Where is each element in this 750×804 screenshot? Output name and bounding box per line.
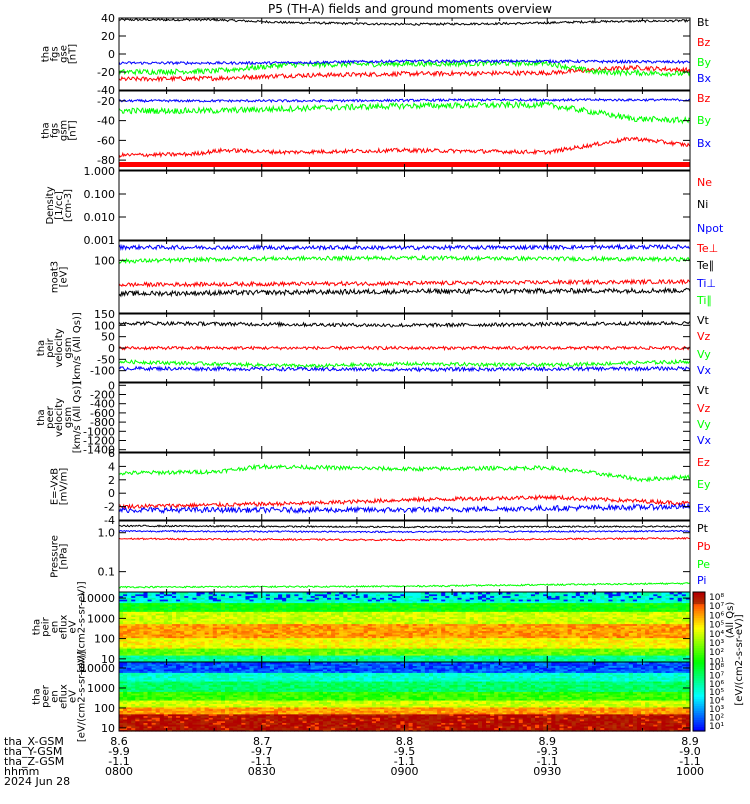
y-tick-label: 1.000: [84, 165, 116, 178]
legend-fgs_gsm-Bz: Bz: [697, 92, 711, 105]
y-tick-label: 20: [101, 30, 115, 43]
legend-pressure-Pt: Pt: [697, 522, 709, 535]
legend-temperature-Ti∥: Ti∥: [696, 294, 712, 307]
y-axis-label: [nT]: [68, 120, 79, 140]
y-axis-label: [km/s (All Qs)]: [72, 312, 83, 384]
legend-efield-Ey: Ey: [697, 478, 711, 491]
panel-peir_spec: 10000100010010thapeirenefluxeV[eV/(cm2-s…: [32, 581, 691, 672]
series-pressure-Pi: [119, 530, 690, 532]
y-tick-label: 2: [108, 474, 115, 487]
legend-pressure-Pi: Pi: [697, 574, 706, 587]
y-tick-label: 6: [108, 447, 115, 460]
y-tick-label: 0: [108, 48, 115, 61]
legend-peir_velocity-Vt: Vt: [697, 314, 710, 327]
series-peir_velocity-Vt: [119, 321, 690, 327]
panel-frame: [119, 171, 690, 240]
legend-fgs_gse-Bx: Bx: [697, 72, 712, 85]
series-temperature-Ti∥: [119, 256, 690, 263]
legend-peer_velocity-Vy: Vy: [697, 418, 711, 431]
series-fgs_gsm-By: [119, 102, 690, 123]
peir_spec-cells: [119, 592, 691, 663]
y-tick-label: -40: [97, 115, 115, 128]
y-axis-label: [km/s (All Qs)]: [72, 382, 83, 454]
panel-frame: [119, 91, 690, 170]
legend-density-Npot: Npot: [697, 222, 724, 235]
panel-peer_velocity: 0-200-400-600-800-1000-1200-1400thapeerv…: [36, 379, 712, 456]
legend-peir_velocity-Vy: Vy: [697, 348, 711, 361]
legend-efield-Ex: Ex: [697, 502, 711, 515]
series-peir_velocity-Vy: [119, 360, 690, 367]
y-tick-label: -20: [97, 95, 115, 108]
y-tick-label: 0.001: [84, 234, 116, 247]
legend-temperature-Ti⊥: Ti⊥: [696, 277, 716, 290]
legend-fgs_gse-Bt: Bt: [697, 16, 710, 29]
legend-fgs_gse-By: By: [697, 56, 712, 69]
legend-temperature-Te∥: Te∥: [696, 259, 714, 272]
legend-peer_velocity-Vx: Vx: [697, 434, 712, 447]
panel-frame: [119, 453, 690, 520]
legend-fgs_gsm-Bx: Bx: [697, 137, 712, 150]
y-axis-label: [mV/m]: [59, 468, 70, 506]
y-tick-label: 0.100: [84, 188, 116, 201]
series-temperature-Te⊥: [119, 280, 690, 287]
series-efield-Ez: [119, 495, 690, 508]
legend-density-Ne: Ne: [697, 176, 712, 189]
legend-pressure-Pb: Pb: [697, 540, 711, 553]
y-tick-label: 1.0: [98, 527, 116, 540]
legend-fgs_gsm-By: By: [697, 114, 712, 127]
y-tick-label: -4: [104, 514, 115, 527]
legend-peir_velocity-Vx: Vx: [697, 364, 712, 377]
panel-density: 1.0000.1000.0100.001Density[1/cc][cm-3]N…: [45, 165, 724, 247]
y-tick-label: -100: [90, 365, 115, 378]
series-fgs_gsm-Bx: [119, 137, 690, 157]
series-temperature-Te∥: [119, 288, 690, 296]
legend-peir_velocity-Vz: Vz: [697, 330, 711, 343]
legend-efield-Ez: Ez: [697, 456, 710, 469]
legend-pressure-Pe: Pe: [697, 558, 710, 571]
y-axis-label: [nPa]: [59, 543, 70, 569]
series-pressure-Pb: [119, 538, 690, 541]
series-fgs_gse-Bx: [119, 60, 690, 64]
y-tick-label: -2: [104, 501, 115, 514]
panel-frame: [119, 383, 690, 452]
y-tick-label: 0.1: [98, 566, 116, 579]
panel-frame: [119, 241, 690, 313]
y-axis-label: [nT]: [68, 44, 79, 64]
y-tick-label: 40: [101, 12, 115, 25]
y-axis-label: [eV]: [59, 267, 70, 288]
series-efield-Ey: [119, 465, 690, 482]
series-peir_velocity-Vx: [119, 367, 690, 372]
plot-title: P5 (TH-A) fields and ground moments over…: [268, 2, 552, 16]
legend-peer_velocity-Vz: Vz: [697, 402, 711, 415]
y-tick-label: 0.010: [84, 211, 116, 224]
legend-peer_velocity-Vt: Vt: [697, 384, 710, 397]
series-fgs_gsm-Bz: [119, 99, 690, 102]
y-tick-label: 100: [94, 254, 115, 267]
y-tick-label: -60: [97, 134, 115, 147]
panel-frame: [119, 18, 690, 90]
panel-peir_velocity: 150100500-50-100thapeirvelocitygsm[km/s …: [36, 308, 712, 384]
legend-temperature-Te⊥: Te⊥: [696, 242, 718, 255]
legend-density-Ni: Ni: [697, 198, 708, 211]
y-tick-label: 0: [108, 487, 115, 500]
y-tick-label: 4: [108, 460, 115, 473]
series-peir_velocity-Vz: [119, 346, 690, 349]
legend-fgs_gse-Bz: Bz: [697, 36, 711, 49]
panels: 40200-20-40thafgsgse[nT]BtBzByBx-20-40-6…: [32, 12, 724, 742]
y-tick-label: -20: [97, 66, 115, 79]
y-axis-label: [cm-3]: [63, 189, 74, 222]
